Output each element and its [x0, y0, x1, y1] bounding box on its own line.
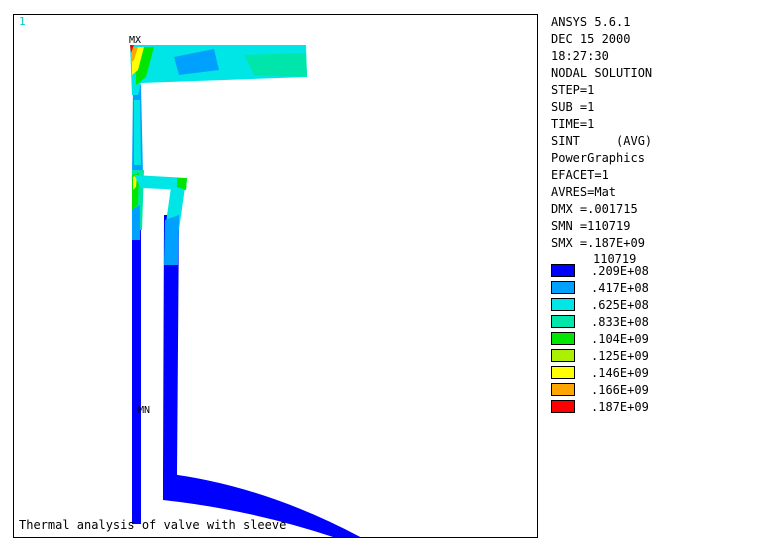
legend-value: .417E+08: [591, 281, 649, 295]
legend-value: .125E+09: [591, 349, 649, 363]
graphics-viewport[interactable]: 1 MX MN Thermal analysis of valve with s…: [13, 14, 538, 538]
stem-upper-light: [134, 100, 141, 165]
sleeve-connector: [134, 175, 187, 190]
plot-caption: Thermal analysis of valve with sleeve: [19, 518, 287, 532]
legend-value: .625E+08: [591, 298, 649, 312]
info-line: SUB =1: [551, 100, 595, 114]
legend-min-value: 110719: [593, 252, 637, 266]
window-number: 1: [19, 15, 26, 28]
solution-info-panel: ANSYS 5.6.1 DEC 15 2000 18:27:30 NODAL S…: [551, 14, 652, 252]
legend-value: .104E+09: [591, 332, 649, 346]
info-line: STEP=1: [551, 83, 595, 97]
info-line: PowerGraphics: [551, 151, 645, 165]
legend-swatch: [551, 264, 575, 277]
legend-value: .166E+09: [591, 383, 649, 397]
legend-value: .187E+09: [591, 400, 649, 414]
stem-joint-yellow: [133, 175, 137, 190]
legend-swatch: [551, 315, 575, 328]
info-line: NODAL SOLUTION: [551, 66, 653, 80]
info-line: AVRES=Mat: [551, 185, 617, 199]
flange-red-peak: [130, 45, 134, 53]
info-line: 18:27:30: [551, 49, 609, 63]
min-marker-label: MN: [138, 405, 151, 416]
legend-swatch: [551, 366, 575, 379]
stem-joint-lower: [132, 205, 140, 240]
sleeve-outer-wall-upper: [165, 180, 186, 230]
flange-orange-band: [131, 47, 138, 63]
legend-value: .833E+08: [591, 315, 649, 329]
info-line: SMX =.187E+09: [551, 236, 645, 250]
sleeve-connector-green: [177, 178, 187, 190]
max-marker-label: MX: [129, 35, 142, 46]
info-line: DMX =.001715: [551, 202, 638, 216]
legend-swatch: [551, 383, 575, 396]
legend-swatch: [551, 349, 575, 362]
info-line: SINT (AVG): [551, 134, 653, 148]
flange-teal-region: [244, 53, 307, 77]
flange-blue-region: [174, 49, 219, 75]
legend-value: .146E+09: [591, 366, 649, 380]
info-line: TIME=1: [551, 117, 595, 131]
legend-swatch: [551, 400, 575, 413]
legend-swatch: [551, 281, 575, 294]
info-line: EFACET=1: [551, 168, 609, 182]
info-line: DEC 15 2000: [551, 32, 631, 46]
sleeve-outer-gradient: [164, 215, 179, 265]
valve-stem: [132, 190, 141, 524]
info-line: SMN =110719: [551, 219, 631, 233]
legend-value: .209E+08: [591, 264, 649, 278]
valve-lower-bowl: [163, 473, 361, 537]
contour-plot[interactable]: [14, 15, 538, 538]
legend-swatch: [551, 298, 575, 311]
legend-swatch: [551, 332, 575, 345]
info-line: ANSYS 5.6.1: [551, 15, 631, 29]
sleeve-outer-wall: [163, 215, 179, 475]
